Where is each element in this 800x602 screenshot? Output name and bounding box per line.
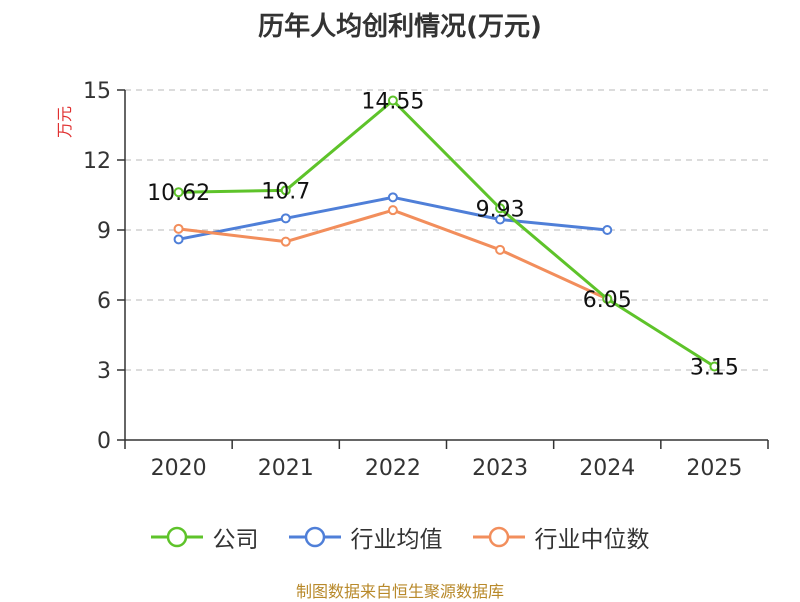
legend-marker-icon (288, 526, 341, 548)
data-point (709, 361, 720, 372)
y-tick-label: 9 (97, 219, 111, 244)
y-tick-label: 3 (97, 359, 111, 384)
data-point (602, 293, 613, 304)
data-point (495, 214, 506, 225)
series-line (178, 195, 608, 241)
x-tick-label: 2021 (258, 456, 314, 481)
legend-item[interactable]: 公司 (150, 520, 259, 554)
data-point (173, 187, 184, 198)
data-label: 9.93 (476, 197, 525, 222)
data-label: 3.15 (690, 356, 739, 381)
legend: 公司 行业均值 行业中位数 (0, 520, 800, 554)
axes: 0 3 6 9 12 15 2020 2021 2022 2023 2024 2025 万元 (55, 79, 769, 481)
data-point (495, 244, 506, 255)
legend-label: 行业中位数 (534, 527, 650, 553)
legend-label: 公司 (212, 527, 259, 553)
legend-label: 行业均值 (350, 527, 443, 553)
y-tick-label: 12 (83, 149, 111, 174)
data-point (387, 205, 398, 216)
source-note: 制图数据来自恒生聚源数据库 (295, 582, 504, 601)
data-point (387, 192, 398, 203)
series-lines (173, 95, 720, 372)
data-label: 6.05 (583, 288, 632, 313)
data-point (173, 223, 184, 234)
data-labels: 10.62 10.7 14.55 9.93 6.05 3.15 (147, 90, 739, 381)
series-line (178, 99, 716, 368)
data-point (387, 95, 398, 106)
legend-marker-icon (472, 526, 525, 548)
data-point (602, 225, 613, 235)
x-tick-label: 2024 (579, 456, 635, 481)
legend-item[interactable]: 行业中位数 (472, 520, 650, 554)
x-tick-label: 2020 (151, 456, 207, 481)
x-tick-label: 2025 (686, 456, 742, 481)
data-point (280, 236, 291, 247)
y-tick-label: 6 (97, 289, 111, 314)
data-point (280, 213, 291, 224)
y-axis-title: 万元 (55, 106, 74, 138)
legend-item[interactable]: 行业均值 (288, 520, 443, 554)
data-point (495, 203, 506, 214)
data-point (173, 234, 184, 245)
data-point (280, 185, 291, 196)
data-label: 10.62 (147, 181, 210, 206)
chart-title: 历年人均创利情况(万元) (258, 12, 542, 42)
y-tick-label: 15 (83, 79, 111, 104)
data-label: 10.7 (261, 179, 310, 204)
x-tick-label: 2023 (472, 456, 528, 481)
data-label: 14.55 (361, 90, 424, 115)
legend-marker-icon (150, 526, 203, 548)
x-tick-label: 2022 (365, 456, 421, 481)
y-tick-label: 0 (97, 429, 111, 454)
